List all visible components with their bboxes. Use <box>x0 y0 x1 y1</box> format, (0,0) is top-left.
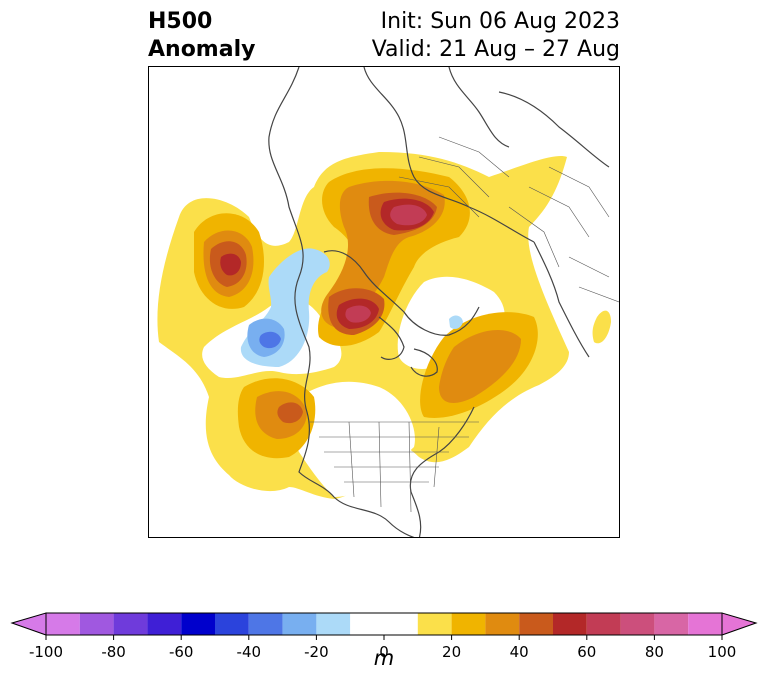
colorbar-tick-label: 20 <box>442 643 461 661</box>
anomaly-contour-neg10 <box>449 315 463 330</box>
colorbar-bin <box>215 613 249 635</box>
anomaly-contour-50 <box>220 253 241 276</box>
colorbar-unit-label: m <box>373 646 395 670</box>
map-canvas <box>157 67 619 537</box>
map-title: H500 Anomaly <box>148 8 255 64</box>
colorbar-bin <box>79 613 114 635</box>
colorbar-bin <box>46 613 80 635</box>
colorbar-bin <box>282 613 317 635</box>
colorbar-bin <box>113 613 148 635</box>
colorbar-bin <box>519 613 553 635</box>
colorbar-bin <box>181 613 215 635</box>
valid-time: Valid: 21 Aug – 27 Aug <box>371 37 620 62</box>
init-time: Init: Sun 06 Aug 2023 <box>380 9 620 34</box>
colorbar-bin <box>451 613 486 635</box>
colorbar-ticks: -100 -80 -60 -40 -20 0 20 40 60 80 100 <box>29 635 736 661</box>
colorbar-tick-label: -20 <box>304 643 329 661</box>
anomaly-field <box>157 152 611 499</box>
political-boundaries <box>309 136 619 513</box>
colorbar-tick-label: -80 <box>101 643 126 661</box>
neutral-region <box>291 381 415 497</box>
colorbar-bin <box>688 613 722 635</box>
colorbar-bin <box>553 613 587 635</box>
anomaly-map <box>148 66 620 538</box>
anomaly-contour-30 <box>439 329 521 403</box>
colorbar-bin <box>654 613 689 635</box>
colorbar-tick-label: 80 <box>645 643 664 661</box>
colorbar-tick-label: 40 <box>510 643 529 661</box>
colorbar-tick-label: 60 <box>577 643 596 661</box>
anomaly-contour-10 <box>592 310 611 344</box>
colorbar-bin <box>485 613 520 635</box>
colorbar-tick-label: -100 <box>29 643 63 661</box>
anomaly-contour-60 <box>390 204 427 226</box>
coastlines <box>268 67 610 537</box>
colorbar-tick-label: -60 <box>169 643 194 661</box>
colorbar-tick-label: -40 <box>237 643 262 661</box>
colorbar-tick-label: 0 <box>379 643 389 661</box>
colorbar-bins <box>46 613 722 635</box>
anomaly-contour-40 <box>277 402 303 424</box>
anomaly-contour-60 <box>345 305 371 323</box>
colorbar-extend-low <box>10 612 47 636</box>
colorbar-bin <box>350 613 418 635</box>
forecast-times: Init: Sun 06 Aug 2023 Valid: 21 Aug – 27… <box>372 8 620 64</box>
colorbar-bin <box>147 613 182 635</box>
colorbar: -100 -80 -60 -40 -20 0 20 40 60 80 100 <box>10 612 758 661</box>
colorbar-bin <box>417 613 452 635</box>
colorbar-bin <box>248 613 283 635</box>
colorbar-bin <box>586 613 621 635</box>
colorbar-tick-label: 100 <box>708 643 737 661</box>
colorbar-extend-high <box>721 612 758 636</box>
colorbar-bin <box>316 613 351 635</box>
colorbar-bin <box>620 613 655 635</box>
anomaly-contour-neg30 <box>259 331 281 349</box>
title-subtitle: Anomaly <box>148 37 256 62</box>
title-variable: H500 <box>148 9 213 34</box>
